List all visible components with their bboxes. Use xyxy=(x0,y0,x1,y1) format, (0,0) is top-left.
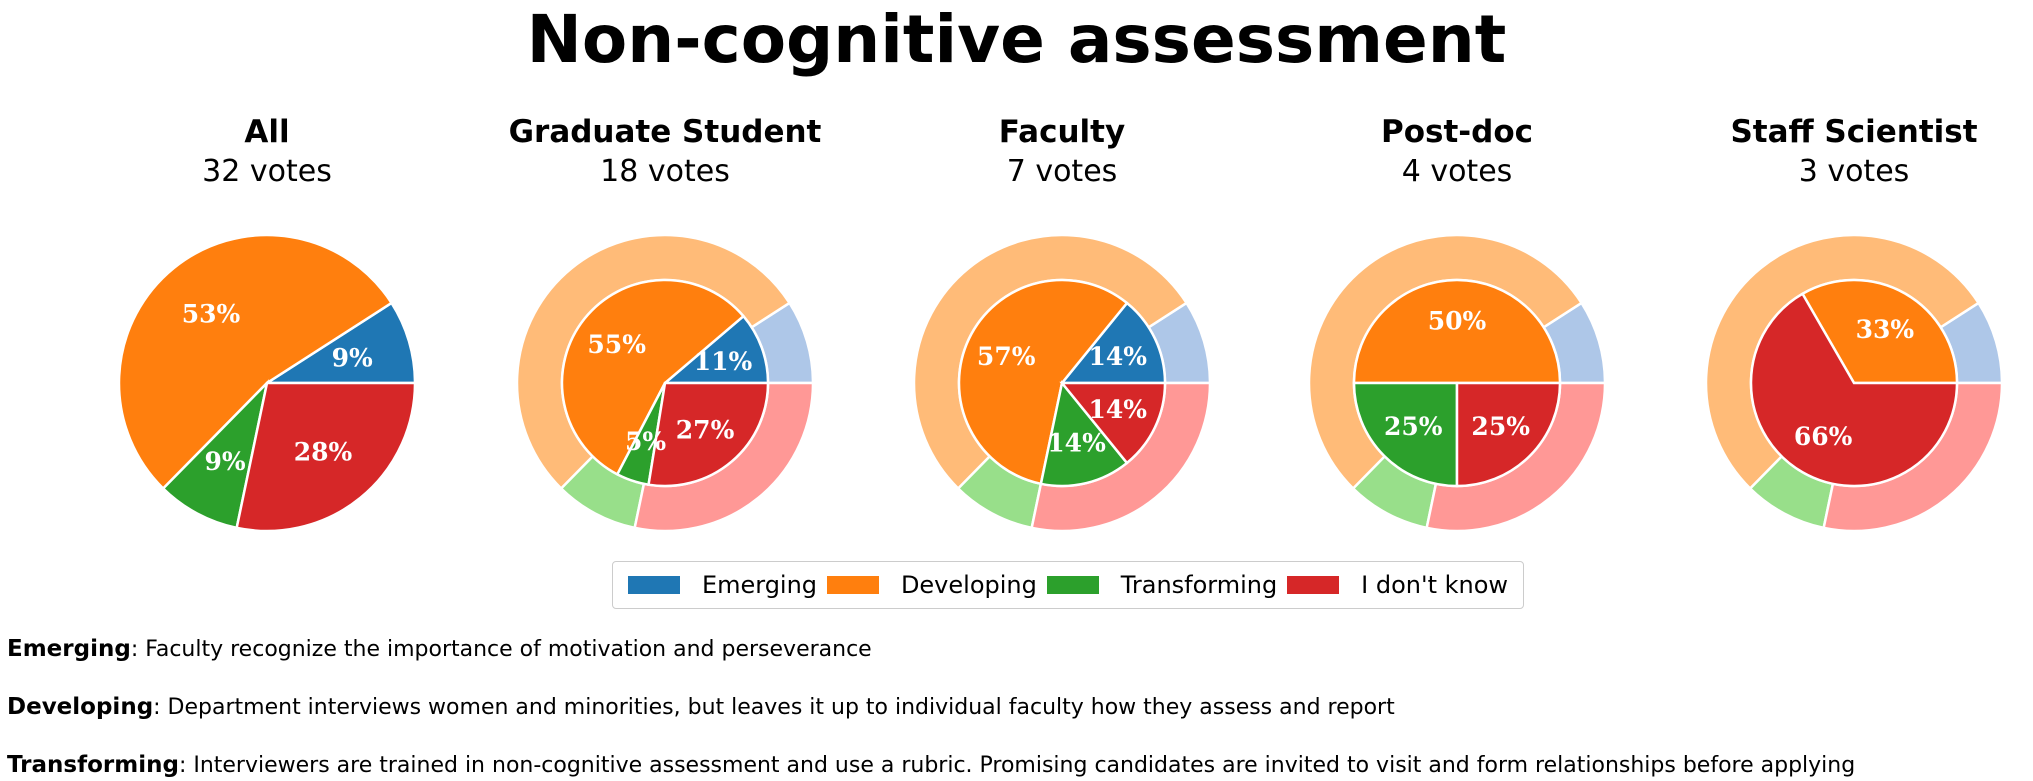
chart-votes: 32 votes xyxy=(202,154,332,189)
legend-item-developing: Developing xyxy=(826,571,1037,599)
pie-svg: 9% 53% 9% 28% xyxy=(117,233,417,533)
chart-title: All xyxy=(244,114,290,150)
pie-chart-all: All 32 votes 9% 53% 9% 28% xyxy=(77,112,457,552)
definition-text: : Interviewers are trained in non-cognit… xyxy=(178,753,1856,778)
pie-chart-post-doc: Post-doc 4 votes 50% 25% 25% xyxy=(1267,112,1647,552)
legend-label: Transforming xyxy=(1120,571,1278,599)
definition-term: Emerging xyxy=(7,636,131,662)
pie-slice-i-don-t-know xyxy=(647,381,770,488)
pie-slice-developing xyxy=(1800,278,1959,385)
data-label-developing: 55% xyxy=(587,330,646,359)
chart-votes: 7 votes xyxy=(1006,154,1118,189)
definition-text: : Department interviews women and minori… xyxy=(153,695,1395,720)
data-label-i-don-t-know: 28% xyxy=(294,437,353,466)
data-label-developing: 57% xyxy=(977,342,1036,371)
chart-title: Faculty xyxy=(998,114,1126,150)
chart-votes: 3 votes xyxy=(1798,154,1910,189)
legend-swatch xyxy=(826,576,879,594)
definition-emerging: Emerging: Faculty recognize the importan… xyxy=(7,634,872,665)
legend-swatch xyxy=(627,576,680,594)
pie-svg: 50% 25% 25% xyxy=(1307,233,1607,533)
legend-swatch xyxy=(1287,576,1340,594)
chart-votes: 18 votes xyxy=(600,154,730,189)
definition-text: : Faculty recognize the importance of mo… xyxy=(130,637,872,662)
pie-svg: 14% 57% 14% 14% xyxy=(912,233,1212,533)
data-label-emerging: 14% xyxy=(1089,342,1148,371)
pie-slice-i-don-t-know xyxy=(235,381,417,533)
data-label-i-don-t-know: 66% xyxy=(1794,422,1853,451)
legend-label: Emerging xyxy=(701,571,818,599)
data-label-transforming: 14% xyxy=(1047,429,1106,458)
chart-title: Graduate Student xyxy=(508,114,822,150)
legend-item-dont-know: I don't know xyxy=(1287,571,1508,599)
pie-slice-developing xyxy=(957,278,1129,486)
pie-slice-transforming xyxy=(1352,381,1459,488)
pie-chart-staff-scientist: Staff Scientist 3 votes 33% 66% xyxy=(1664,112,2033,552)
data-label-emerging: 9% xyxy=(332,343,373,372)
legend-item-transforming: Transforming xyxy=(1046,571,1278,599)
data-label-i-don-t-know: 14% xyxy=(1089,395,1148,424)
pie-chart-faculty: Faculty 7 votes 14% 57% 14% 14% xyxy=(872,112,1252,552)
data-label-i-don-t-know: 25% xyxy=(1471,412,1530,441)
definition-term: Transforming xyxy=(7,752,179,778)
chart-title: Post-doc xyxy=(1380,114,1534,150)
legend-label: I don't know xyxy=(1361,571,1509,599)
pie-svg: 11% 55% 5% 27% xyxy=(515,233,815,533)
definition-term: Developing xyxy=(7,694,154,720)
data-label-transforming: 25% xyxy=(1384,412,1443,441)
chart-votes: 4 votes xyxy=(1401,154,1513,189)
data-label-transforming: 9% xyxy=(204,447,245,476)
pie-chart-graduate-student: Graduate Student 18 votes 11% 55% 5% 27% xyxy=(475,112,855,552)
data-label-emerging: 11% xyxy=(694,347,753,376)
data-label-developing: 50% xyxy=(1428,307,1487,336)
pie-svg: 33% 66% xyxy=(1704,233,2004,533)
pie-slice-i-don-t-know xyxy=(1059,381,1167,465)
chart-title: Staff Scientist xyxy=(1730,114,1978,150)
data-label-developing: 53% xyxy=(182,300,241,329)
data-label-i-don-t-know: 27% xyxy=(676,416,735,445)
data-label-developing: 33% xyxy=(1856,315,1915,344)
pie-slice-developing xyxy=(117,233,394,491)
legend: Emerging Developing Transforming I don't… xyxy=(612,561,1524,609)
main-title: Non-cognitive assessment xyxy=(526,1,1507,78)
pie-slice-developing xyxy=(1352,278,1562,385)
legend-swatch xyxy=(1046,576,1099,594)
pie-slice-i-don-t-know xyxy=(1749,292,1959,488)
definition-transforming: Transforming: Interviewers are trained i… xyxy=(7,750,1855,781)
legend-item-emerging: Emerging xyxy=(627,571,818,599)
definition-developing: Developing: Department interviews women … xyxy=(7,692,1395,723)
legend-label: Developing xyxy=(900,571,1037,599)
pie-slice-i-don-t-know xyxy=(1455,381,1562,488)
pie-slice-developing xyxy=(560,278,746,477)
data-label-transforming: 5% xyxy=(625,427,666,456)
